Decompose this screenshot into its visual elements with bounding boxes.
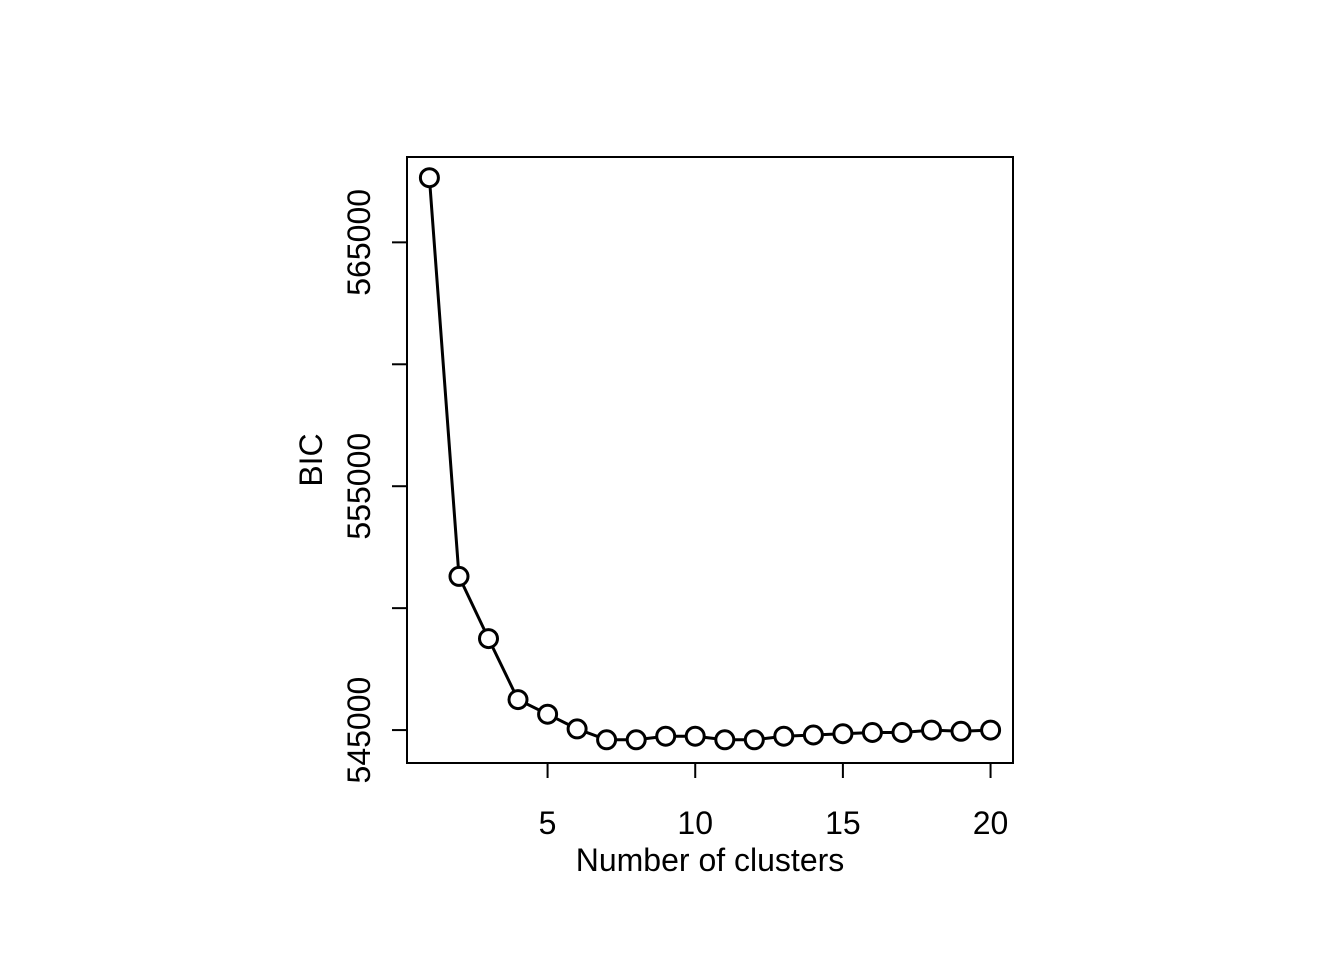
data-point xyxy=(655,725,677,747)
data-point xyxy=(418,167,440,189)
data-point xyxy=(773,725,795,747)
data-point xyxy=(802,724,824,746)
data-point xyxy=(950,720,972,742)
x-tick-label: 20 xyxy=(973,805,1009,841)
data-point xyxy=(596,729,618,751)
y-tick-label: 555000 xyxy=(341,433,377,540)
x-axis: 5 10 15 20 xyxy=(539,762,1009,841)
data-points xyxy=(418,167,1002,751)
x-tick-label: 5 xyxy=(539,805,557,841)
data-point xyxy=(861,722,883,743)
x-tick-label: 15 xyxy=(825,805,861,841)
data-point xyxy=(891,722,913,743)
data-point xyxy=(714,729,736,751)
x-tick-label: 10 xyxy=(677,805,713,841)
plot-frame xyxy=(406,156,1014,764)
data-point xyxy=(684,725,706,747)
x-axis-label: Number of clusters xyxy=(576,842,845,878)
data-point xyxy=(537,703,559,725)
y-axis-label: BIC xyxy=(293,433,329,486)
y-tick-label: 565000 xyxy=(341,189,377,296)
series-line xyxy=(427,177,991,742)
data-point xyxy=(478,628,499,650)
y-tick-label: 545000 xyxy=(341,677,377,784)
data-point xyxy=(566,718,588,740)
data-point xyxy=(980,719,1002,741)
data-point xyxy=(448,565,470,587)
data-point xyxy=(743,729,765,751)
data-point xyxy=(625,729,647,751)
data-point xyxy=(832,723,854,745)
data-point xyxy=(921,719,942,741)
data-point xyxy=(507,689,529,711)
y-axis: 545000 555000 565000 xyxy=(341,189,408,784)
